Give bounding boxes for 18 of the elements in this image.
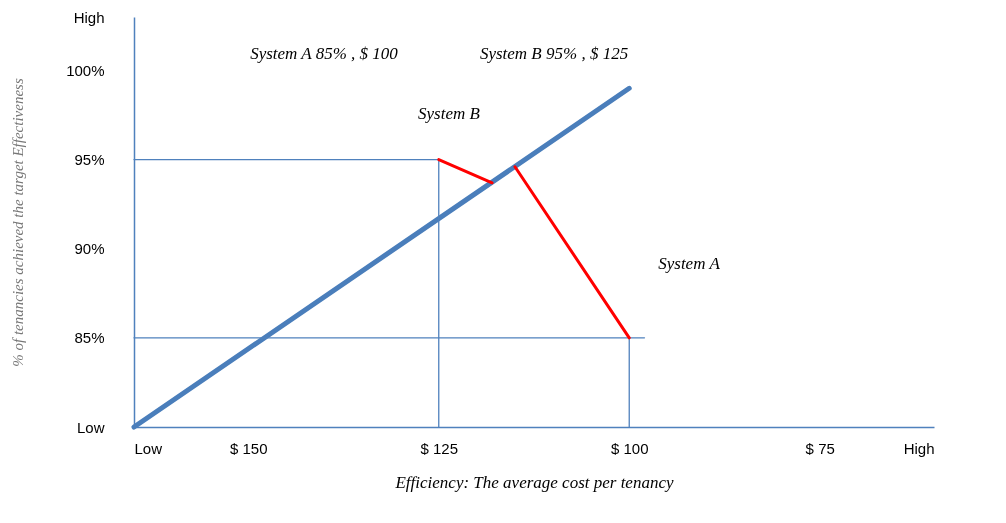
- y-tick-label: 85%: [74, 329, 105, 347]
- x-tick-label: $ 100: [610, 439, 649, 457]
- y-tick-label: High: [73, 8, 105, 26]
- x-tick-label: $ 150: [230, 439, 268, 457]
- annotation: System A: [658, 254, 721, 273]
- annotation: System B 95% , $ 125: [479, 44, 629, 63]
- y-axis-title: % of tenancies achieved the target Effectiveness: [10, 78, 27, 367]
- x-axis-title: Efficiency: The average cost per tenancy: [394, 472, 674, 492]
- y-tick-label: 100%: [66, 61, 105, 79]
- y-tick-label: Low: [76, 418, 105, 436]
- annotation: System A 85% , $ 100: [250, 44, 399, 63]
- x-tick-label: High: [903, 439, 935, 457]
- x-tick-label: $ 125: [420, 439, 459, 457]
- y-tick-label: 95%: [74, 151, 105, 169]
- y-tick-label: 90%: [74, 240, 105, 258]
- x-tick-label: $ 75: [805, 439, 835, 457]
- annotation: System B: [418, 104, 481, 123]
- x-tick-label: Low: [134, 439, 163, 457]
